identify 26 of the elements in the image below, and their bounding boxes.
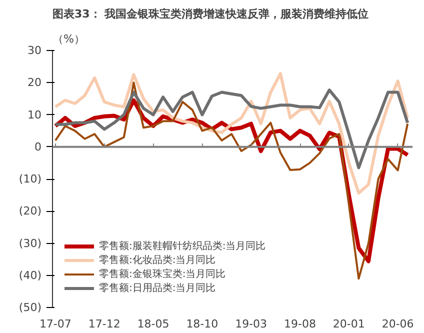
x-tick-label: 18-10	[186, 318, 218, 330]
chart-title: 图表33： 我国金银珠宝类消费增速快速反弹，服装消费维持低位	[52, 8, 369, 20]
y-tick-label: (50)	[18, 301, 42, 314]
x-tick-label: 19-08	[284, 318, 316, 330]
y-axis-title: （%）	[52, 32, 85, 46]
line-series	[54, 82, 409, 280]
y-tick-label: 30	[28, 44, 42, 57]
y-tick-label: 0	[34, 140, 42, 154]
x-tick-label: 17-07	[39, 318, 72, 330]
x-tick-label: 18-05	[137, 318, 170, 330]
y-tick-label: (20)	[18, 204, 42, 218]
line-series	[54, 72, 410, 195]
legend-label: 零售额:日用品类:当月同比	[99, 282, 216, 295]
y-tick-label: 20	[28, 76, 42, 90]
y-tick-label: (30)	[18, 236, 42, 250]
x-tick-label: 20-01	[332, 318, 365, 330]
legend-label: 零售额:金银珠宝类:当月同比	[99, 268, 226, 281]
x-tick-label: 20-06	[382, 318, 414, 330]
legend-label: 零售额:化妆品类:当月同比	[99, 254, 216, 267]
x-tick-label: 19-03	[235, 318, 268, 330]
x-tick-label: 17-12	[88, 318, 120, 330]
line-series	[54, 88, 410, 170]
y-tick-label: (40)	[18, 268, 42, 282]
y-tick-label: 10	[28, 108, 42, 122]
y-tick-label: (10)	[18, 172, 42, 186]
legend-label: 零售额:服装鞋帽针纺织品类:当月同比	[99, 240, 266, 253]
